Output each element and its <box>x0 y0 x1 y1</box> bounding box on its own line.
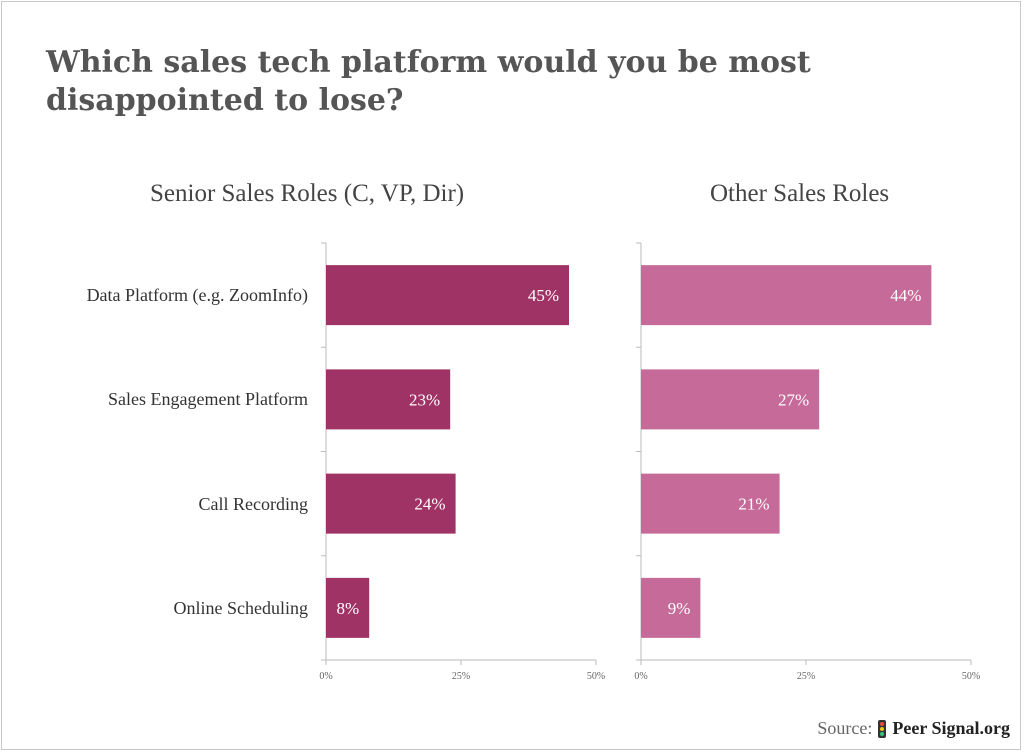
traffic-light-icon <box>878 719 887 738</box>
category-label: Sales Engagement Platform <box>108 389 308 409</box>
x-tick-label: 25% <box>797 671 815 682</box>
data-label: 8% <box>337 599 360 618</box>
data-label: 24% <box>414 495 445 514</box>
bar <box>641 369 820 430</box>
data-label: 9% <box>668 599 691 618</box>
chart-title: Which sales tech platform would you be m… <box>46 45 811 118</box>
category-label: Data Platform (e.g. ZoomInfo) <box>86 285 308 305</box>
data-label: 44% <box>890 286 921 305</box>
source-brand[interactable]: Peer Signal.org <box>892 718 1010 738</box>
data-label: 45% <box>528 286 559 305</box>
category-label: Call Recording <box>198 494 308 514</box>
data-label: 21% <box>738 495 769 514</box>
x-tick-label: 0% <box>319 671 332 682</box>
data-label: 23% <box>409 390 440 409</box>
bar <box>326 265 569 326</box>
bar <box>641 265 932 326</box>
bar <box>326 577 370 638</box>
bar <box>326 369 451 430</box>
bar <box>641 473 780 534</box>
source-credit: Source: Peer Signal.org <box>817 718 1010 739</box>
x-tick-label: 0% <box>634 671 647 682</box>
data-label: 27% <box>778 390 809 409</box>
x-tick-label: 50% <box>962 671 980 682</box>
bar <box>641 577 701 638</box>
x-tick-label: 25% <box>452 671 470 682</box>
category-label: Online Scheduling <box>173 598 308 618</box>
bar <box>326 473 456 534</box>
source-label: Source: <box>817 718 873 738</box>
x-tick-label: 50% <box>587 671 605 682</box>
panel-title-other: Other Sales Roles <box>710 180 890 207</box>
panel-title-senior: Senior Sales Roles (C, VP, Dir) <box>150 180 465 207</box>
